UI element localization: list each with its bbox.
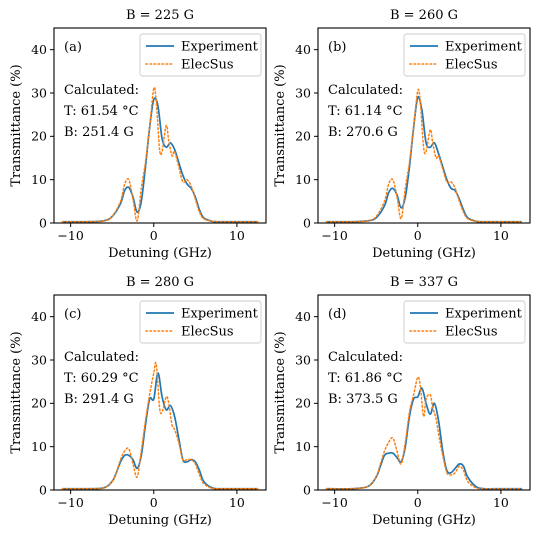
legend-label-elecsus: ElecSus [181, 325, 234, 340]
y-tick-label: 30 [31, 85, 47, 100]
y-axis-label: Transmittance (%) [9, 64, 24, 186]
legend: Experiment ElecSus [403, 33, 526, 77]
panel-label: (a) [64, 40, 82, 55]
x-tick-label: 10 [229, 495, 245, 510]
annotation-field: B: 251.4 G [64, 125, 134, 140]
y-tick-label: 0 [39, 482, 47, 497]
axes-frame [53, 27, 267, 224]
annotation-temperature: T: 61.86 °C [328, 371, 403, 386]
y-tick-label: 30 [295, 85, 311, 100]
y-tick-label: 10 [295, 439, 311, 454]
panel-label: (d) [328, 307, 346, 322]
panel-title: B = 260 G [390, 8, 458, 23]
panel-b: B = 260 G 0 10 20 30 40 −10 0 10 Detuning (GHz) Tr… [273, 8, 531, 261]
legend-box [403, 33, 526, 77]
annotation-temperature: T: 61.14 °C [328, 104, 403, 119]
axes-frame [317, 294, 531, 491]
annotation-header: Calculated: [64, 350, 139, 365]
panel-d: B = 337 G 0 10 20 30 40 −10 0 10 Detuning (GHz) Tr… [273, 275, 531, 528]
x-axis-label: Detuning (GHz) [372, 513, 476, 528]
y-tick-label: 40 [31, 309, 47, 324]
y-tick-label: 0 [303, 215, 311, 230]
x-axis-label: Detuning (GHz) [372, 246, 476, 261]
legend-label-experiment: Experiment [181, 40, 259, 55]
x-axis-label: Detuning (GHz) [108, 246, 212, 261]
legend: Experiment ElecSus [139, 33, 262, 77]
annotation-header: Calculated: [328, 83, 403, 98]
axes-frame [53, 294, 267, 491]
y-tick-label: 40 [31, 42, 47, 57]
x-tick-label: 0 [414, 228, 422, 243]
annotation-header: Calculated: [328, 350, 403, 365]
x-tick-label: 10 [229, 228, 245, 243]
panel-a: B = 225 G 0 10 20 30 40 −10 0 10 Detuning (GHz) Tr… [9, 8, 267, 261]
x-tick-label: 0 [150, 228, 158, 243]
experiment-series-line [326, 95, 522, 223]
y-axis-label: Transmittance (%) [273, 331, 288, 453]
legend: Experiment ElecSus [139, 300, 262, 344]
annotation-header: Calculated: [64, 83, 139, 98]
x-tick-label: −10 [57, 228, 83, 243]
y-tick-label: 30 [31, 352, 47, 367]
y-tick-label: 20 [295, 396, 311, 411]
panel-title: B = 337 G [390, 275, 458, 290]
experiment-series-line [326, 387, 522, 490]
y-tick-label: 20 [295, 129, 311, 144]
y-tick-label: 0 [39, 215, 47, 230]
y-tick-label: 20 [31, 396, 47, 411]
x-tick-label: −10 [57, 495, 83, 510]
experiment-series-line [62, 372, 258, 490]
y-tick-label: 40 [295, 42, 311, 57]
legend-label-experiment: Experiment [445, 307, 523, 322]
annotation-temperature: T: 60.29 °C [64, 371, 139, 386]
panel-label: (b) [328, 40, 346, 55]
annotation-field: B: 270.6 G [328, 125, 398, 140]
annotation-temperature: T: 61.54 °C [64, 104, 139, 119]
panel-title: B = 225 G [126, 8, 194, 23]
elecsus-series-line [61, 86, 259, 223]
x-tick-label: 0 [150, 495, 158, 510]
experiment-series-line [62, 97, 258, 223]
elecsus-series-line [325, 376, 523, 490]
y-axis-label: Transmittance (%) [273, 64, 288, 186]
annotation-field: B: 373.5 G [328, 392, 398, 407]
y-tick-label: 10 [295, 172, 311, 187]
x-tick-label: 10 [493, 228, 509, 243]
legend-label-elecsus: ElecSus [445, 58, 498, 73]
x-tick-label: −10 [321, 495, 347, 510]
x-axis-label: Detuning (GHz) [108, 513, 212, 528]
panel-c: B = 280 G 0 10 20 30 40 −10 0 10 Detuning (GHz) Tr… [9, 275, 267, 528]
y-tick-label: 10 [31, 172, 47, 187]
y-axis-label: Transmittance (%) [9, 331, 24, 453]
elecsus-series-line [61, 361, 259, 490]
y-tick-label: 30 [295, 352, 311, 367]
panel-title: B = 280 G [126, 275, 194, 290]
legend-box [403, 300, 526, 344]
legend-box [139, 33, 262, 77]
legend-label-elecsus: ElecSus [181, 58, 234, 73]
legend-label-experiment: Experiment [445, 40, 523, 55]
legend: Experiment ElecSus [403, 300, 526, 344]
x-tick-label: 0 [414, 495, 422, 510]
y-tick-label: 0 [303, 482, 311, 497]
axes-frame [317, 27, 531, 224]
y-tick-label: 20 [31, 129, 47, 144]
legend-label-experiment: Experiment [181, 307, 259, 322]
x-tick-label: −10 [321, 228, 347, 243]
x-tick-label: 10 [493, 495, 509, 510]
legend-box [139, 300, 262, 344]
panel-label: (c) [64, 307, 81, 322]
elecsus-series-line [325, 88, 523, 223]
legend-label-elecsus: ElecSus [445, 325, 498, 340]
annotation-field: B: 291.4 G [64, 392, 134, 407]
y-tick-label: 40 [295, 309, 311, 324]
y-tick-label: 10 [31, 439, 47, 454]
